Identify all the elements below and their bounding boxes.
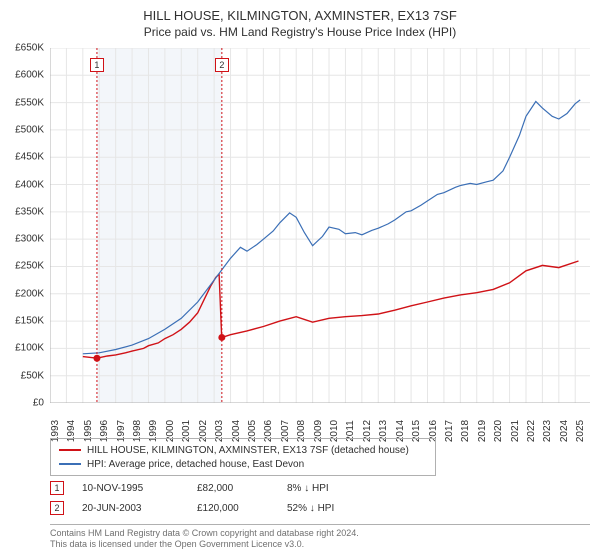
x-tick-label: 2023: [542, 420, 553, 442]
legend: HILL HOUSE, KILMINGTON, AXMINSTER, EX13 …: [50, 438, 436, 476]
chart-title-line2: Price paid vs. HM Land Registry's House …: [0, 25, 600, 39]
y-tick-label: £0: [33, 398, 44, 409]
footer-line: Contains HM Land Registry data © Crown c…: [50, 528, 590, 539]
y-axis-labels: £0£50K£100K£150K£200K£250K£300K£350K£400…: [0, 48, 48, 403]
x-tick-label: 2022: [526, 420, 537, 442]
footer: Contains HM Land Registry data © Crown c…: [50, 524, 590, 551]
chart-container: HILL HOUSE, KILMINGTON, AXMINSTER, EX13 …: [0, 0, 600, 560]
y-tick-label: £200K: [15, 288, 44, 299]
legend-label: HPI: Average price, detached house, East…: [87, 459, 304, 470]
x-tick-label: 2021: [510, 420, 521, 442]
sale-marker-delta: 52% ↓ HPI: [287, 503, 367, 514]
chart-title-line1: HILL HOUSE, KILMINGTON, AXMINSTER, EX13 …: [0, 8, 600, 23]
sale-marker-box: 2: [215, 58, 229, 72]
y-tick-label: £300K: [15, 234, 44, 245]
sale-markers-table: 1 10-NOV-1995£82,0008% ↓ HPI 2 20-JUN-2003£…: [50, 478, 410, 518]
chart-svg: [50, 48, 590, 403]
y-tick-label: £400K: [15, 179, 44, 190]
legend-swatch: [59, 449, 81, 451]
x-axis-labels: 1993199419951996199719981999200020012002…: [50, 405, 590, 435]
plot-area: 12: [50, 48, 590, 403]
y-tick-label: £50K: [21, 370, 44, 381]
y-tick-label: £650K: [15, 43, 44, 54]
sale-marker-delta: 8% ↓ HPI: [287, 483, 367, 494]
y-tick-label: £350K: [15, 206, 44, 217]
legend-row: HPI: Average price, detached house, East…: [59, 457, 427, 471]
y-tick-label: £100K: [15, 343, 44, 354]
legend-swatch: [59, 463, 81, 465]
legend-row: HILL HOUSE, KILMINGTON, AXMINSTER, EX13 …: [59, 443, 427, 457]
sale-marker-num: 1: [50, 481, 64, 495]
x-tick-label: 2024: [559, 420, 570, 442]
x-tick-label: 2020: [493, 420, 504, 442]
y-tick-label: £550K: [15, 97, 44, 108]
y-tick-label: £450K: [15, 152, 44, 163]
sale-marker-row: 1 10-NOV-1995£82,0008% ↓ HPI: [50, 478, 410, 498]
y-tick-label: £150K: [15, 316, 44, 327]
sale-marker-price: £82,000: [197, 483, 287, 494]
y-tick-label: £500K: [15, 124, 44, 135]
sale-marker-num: 2: [50, 501, 64, 515]
x-tick-label: 2025: [575, 420, 586, 442]
footer-line: This data is licensed under the Open Gov…: [50, 539, 590, 550]
x-tick-label: 2018: [460, 420, 471, 442]
sale-marker-price: £120,000: [197, 503, 287, 514]
x-tick-label: 2017: [444, 420, 455, 442]
x-tick-label: 2019: [477, 420, 488, 442]
sale-marker-date: 20-JUN-2003: [82, 503, 197, 514]
legend-label: HILL HOUSE, KILMINGTON, AXMINSTER, EX13 …: [87, 445, 409, 456]
title-block: HILL HOUSE, KILMINGTON, AXMINSTER, EX13 …: [0, 0, 600, 39]
sale-marker-row: 2 20-JUN-2003£120,00052% ↓ HPI: [50, 498, 410, 518]
y-tick-label: £600K: [15, 70, 44, 81]
sale-marker-box: 1: [90, 58, 104, 72]
y-tick-label: £250K: [15, 261, 44, 272]
sale-marker-date: 10-NOV-1995: [82, 483, 197, 494]
